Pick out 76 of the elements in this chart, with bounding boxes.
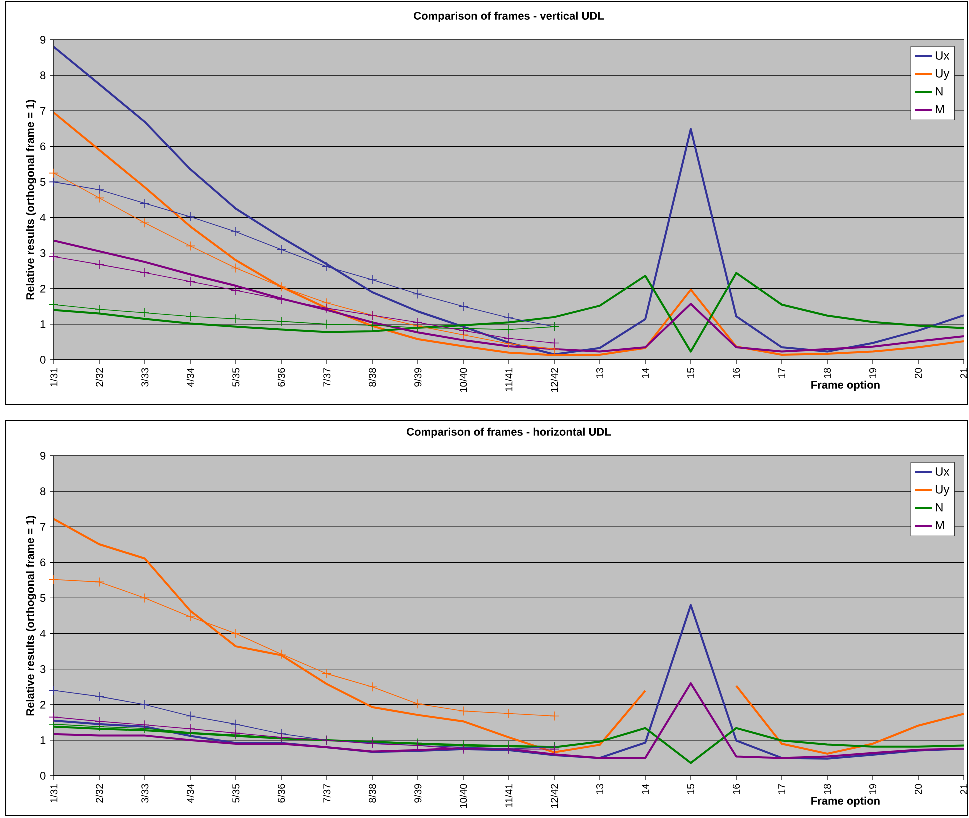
x-tick-label: 4/34 xyxy=(186,784,194,804)
x-tick-label: 19 xyxy=(869,368,877,378)
legend-label: Ux xyxy=(936,52,950,60)
y-tick-label: 4 xyxy=(40,630,46,638)
legend-label: Uy xyxy=(936,69,950,80)
y-axis-title: Relative results (orthogonal frame = 1) xyxy=(26,100,36,300)
x-tick-label: 11/41 xyxy=(505,784,513,808)
x-tick-label: 5/35 xyxy=(232,368,240,387)
x-tick-label: 3/33 xyxy=(141,368,149,387)
x-tick-label: 17 xyxy=(778,784,786,794)
y-tick-label: 1 xyxy=(40,736,46,744)
x-tick-label: 1/31 xyxy=(50,368,58,387)
x-tick-label: 8/38 xyxy=(368,368,376,387)
legend-label: Uy xyxy=(936,485,950,496)
x-tick-label: 13 xyxy=(596,784,604,794)
x-tick-label: 14 xyxy=(642,784,649,794)
x-tick-label: 4/34 xyxy=(186,368,194,388)
x-tick-label: 9/39 xyxy=(414,784,422,803)
x-tick-label: 6/36 xyxy=(278,784,286,803)
x-tick-label: 3/33 xyxy=(141,784,149,803)
y-tick-label: 0 xyxy=(40,356,46,364)
x-tick-label: 10/40 xyxy=(460,368,468,392)
y-tick-label: 9 xyxy=(40,36,46,44)
x-tick-label: 12/42 xyxy=(550,368,558,392)
x-tick-label: 8/38 xyxy=(368,784,376,803)
x-tick-label: 12/42 xyxy=(550,784,558,808)
x-tick-label: 15 xyxy=(688,784,694,794)
y-tick-label: 3 xyxy=(40,249,46,258)
x-tick-label: 13 xyxy=(596,368,604,378)
y-tick-label: 2 xyxy=(40,701,46,709)
y-tick-label: 6 xyxy=(40,142,46,151)
legend-label: N xyxy=(936,503,943,512)
y-tick-label: 5 xyxy=(40,594,46,602)
y-tick-label: 2 xyxy=(40,285,46,293)
y-tick-label: 5 xyxy=(40,178,46,186)
y-tick-label: 8 xyxy=(40,72,46,80)
y-tick-label: 6 xyxy=(40,558,46,567)
y-tick-label: 1 xyxy=(40,320,46,328)
x-tick-label: 5/35 xyxy=(232,784,240,803)
x-axis-title: Frame option xyxy=(812,380,880,392)
y-axis-title: Relative results (orthogonal frame = 1) xyxy=(26,516,36,716)
x-tick-label: 16 xyxy=(732,368,740,378)
x-tick-label: 1/31 xyxy=(50,784,58,803)
x-tick-label: 16 xyxy=(732,784,740,794)
y-tick-label: 8 xyxy=(40,488,46,496)
x-tick-label: 20 xyxy=(914,784,922,794)
x-tick-label: 15 xyxy=(688,368,694,378)
y-tick-label: 0 xyxy=(40,772,46,780)
y-tick-label: 3 xyxy=(40,665,46,674)
x-tick-label: 7/37 xyxy=(323,368,331,387)
legend-label: M xyxy=(936,521,944,530)
y-tick-label: 4 xyxy=(40,214,46,222)
chart-title: Comparison of frames - vertical UDL xyxy=(414,12,604,22)
x-tick-label: 2/32 xyxy=(96,368,104,387)
x-axis-title: Frame option xyxy=(812,796,880,808)
x-tick-label: 9/39 xyxy=(414,368,422,387)
x-tick-label: 21 xyxy=(960,368,968,378)
x-tick-label: 20 xyxy=(914,368,922,378)
x-tick-label: 19 xyxy=(869,784,877,794)
x-tick-label: 18 xyxy=(824,784,832,794)
legend-label: Ux xyxy=(936,468,950,476)
x-tick-label: 7/37 xyxy=(323,784,331,803)
legend-label: M xyxy=(936,105,944,114)
y-tick-label: 7 xyxy=(40,107,46,115)
x-tick-label: 21 xyxy=(960,784,968,794)
x-tick-label: 6/36 xyxy=(278,368,286,387)
x-tick-label: 17 xyxy=(778,368,786,378)
y-tick-label: 9 xyxy=(40,452,46,460)
x-tick-label: 10/40 xyxy=(460,784,468,808)
x-tick-label: 2/32 xyxy=(96,784,104,803)
x-tick-label: 18 xyxy=(824,368,832,378)
x-tick-label: 14 xyxy=(642,368,649,378)
x-tick-label: 11/41 xyxy=(505,368,513,392)
legend-label: N xyxy=(936,87,943,96)
chart-title: Comparison of frames - horizontal UDL xyxy=(407,428,612,438)
y-tick-label: 7 xyxy=(40,523,46,531)
